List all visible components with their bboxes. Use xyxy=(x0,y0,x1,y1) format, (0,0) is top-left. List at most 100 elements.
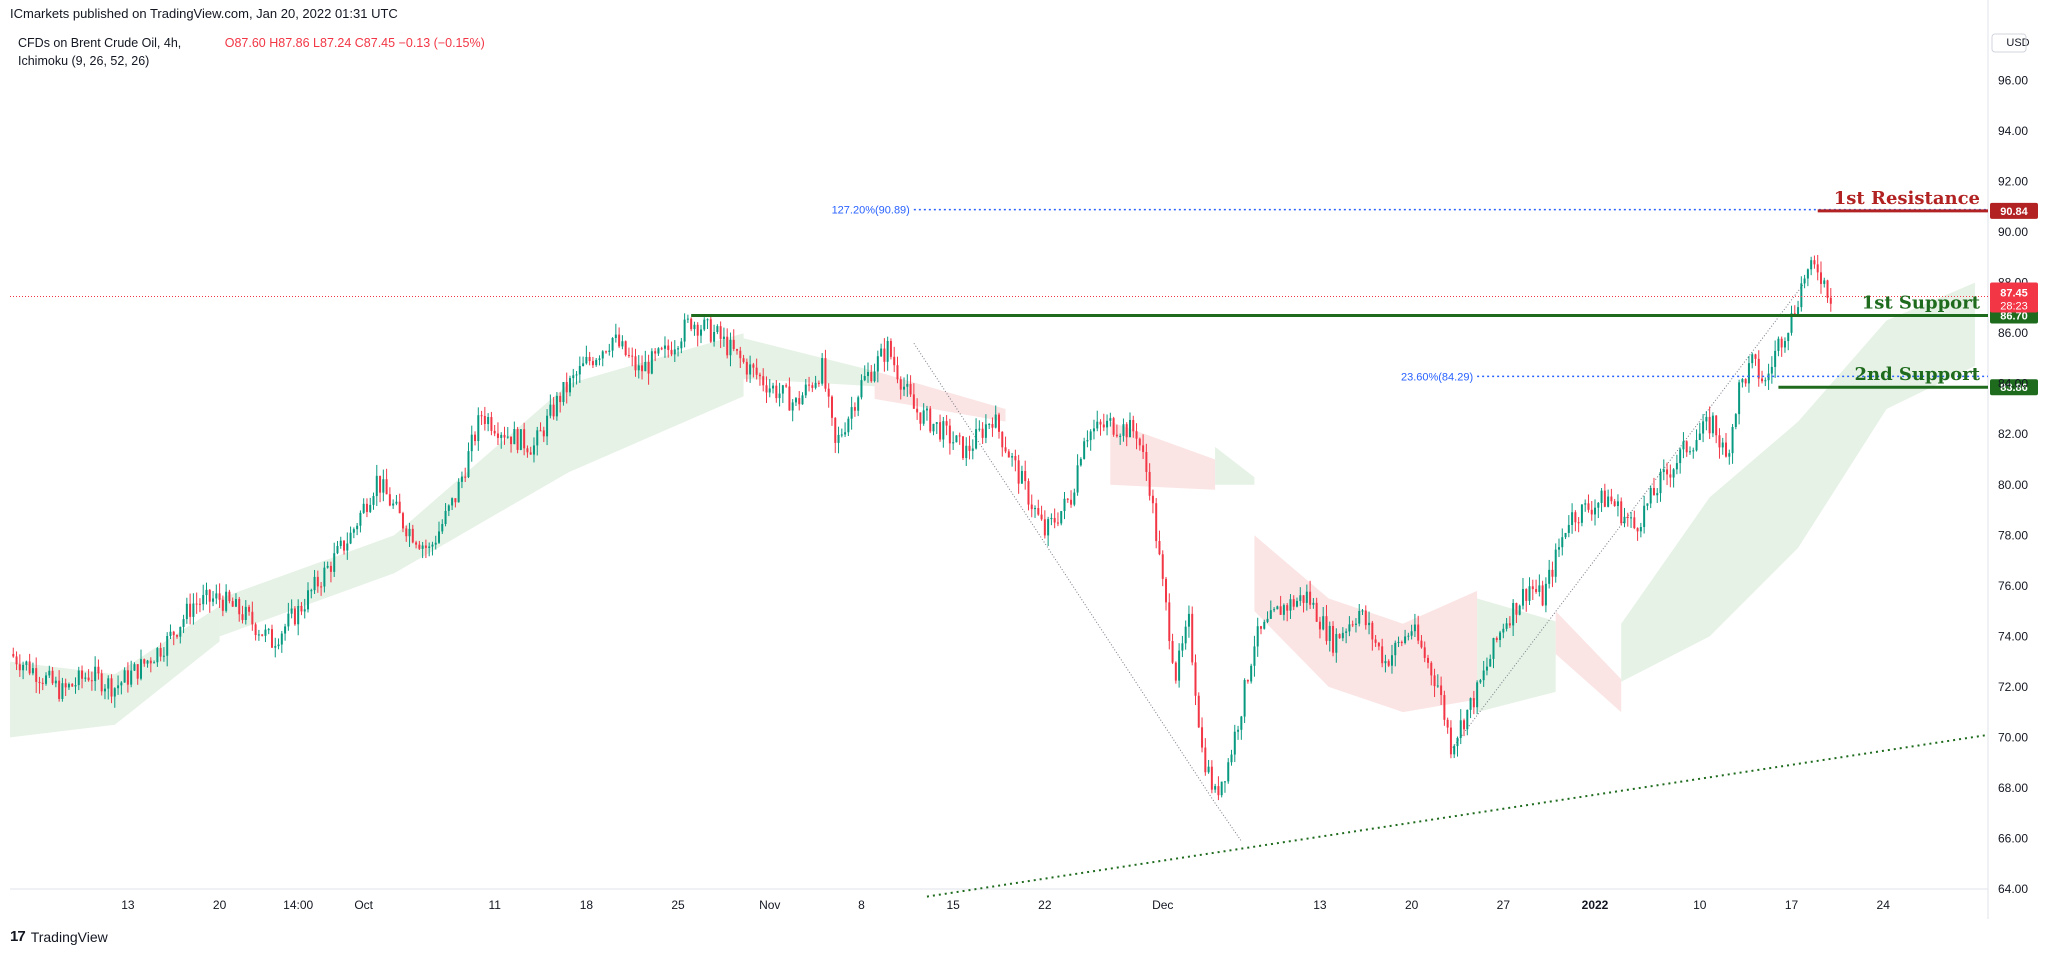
candle-body xyxy=(474,434,477,442)
candle-body xyxy=(929,408,932,432)
candle-body xyxy=(1829,297,1832,304)
candle-body xyxy=(251,611,254,625)
candle-body xyxy=(765,385,768,393)
candle-body xyxy=(1371,622,1374,640)
candle-body xyxy=(1161,554,1164,579)
candle-body xyxy=(1463,720,1466,730)
candle-body xyxy=(876,356,879,372)
x-tick-11: Dec xyxy=(1152,898,1173,912)
candle-body xyxy=(1626,516,1629,519)
candle-body xyxy=(480,415,483,417)
candle-body xyxy=(909,383,912,395)
candle-body xyxy=(379,475,382,493)
candle-body xyxy=(644,361,647,372)
candle-body xyxy=(339,540,342,546)
candle-body xyxy=(1698,433,1701,441)
candle-body xyxy=(598,358,601,360)
cloud-segment-3 xyxy=(874,371,1006,422)
candle-body xyxy=(1368,622,1371,626)
candle-body xyxy=(932,423,935,432)
candle-body xyxy=(1034,508,1037,510)
candle-body xyxy=(192,603,195,617)
candle-body xyxy=(231,601,234,607)
candle-body xyxy=(988,424,991,426)
candle-body xyxy=(287,613,290,627)
candle-body xyxy=(1364,610,1367,626)
candle-body xyxy=(290,608,293,614)
candle-body xyxy=(631,355,634,357)
candle-body xyxy=(919,412,922,424)
candle-body xyxy=(880,348,883,357)
candle-body xyxy=(408,528,411,537)
currency-label: USD xyxy=(2006,37,2029,49)
x-tick-15: 2022 xyxy=(1582,898,1609,912)
candle-body xyxy=(1456,737,1459,747)
candle-body xyxy=(1427,657,1430,663)
candle-body xyxy=(1790,313,1793,333)
candle-body xyxy=(1024,470,1027,482)
cloud-segment-1 xyxy=(219,333,744,637)
candle-body xyxy=(519,429,522,450)
candle-body xyxy=(788,386,791,411)
candle-body xyxy=(1659,472,1662,494)
candle-body xyxy=(1109,418,1112,421)
candle-body xyxy=(1669,474,1672,478)
y-tick-9: 78.00 xyxy=(1998,528,2028,542)
candle-body xyxy=(1731,426,1734,454)
candle-body xyxy=(1076,465,1079,493)
low-value: L87.24 xyxy=(313,36,352,50)
candle-body xyxy=(1469,698,1472,710)
candle-body xyxy=(1623,516,1626,524)
candle-body xyxy=(1561,537,1564,548)
candle-body xyxy=(1017,460,1020,484)
candle-body xyxy=(1679,449,1682,464)
candle-body xyxy=(1587,503,1590,510)
candle-body xyxy=(899,379,902,390)
y-tick-0: 96.00 xyxy=(1998,74,2028,88)
candle-body xyxy=(1397,641,1400,643)
chart-legend: CFDs on Brent Crude Oil, 4h, O87.60 H87.… xyxy=(18,34,485,70)
candle-body xyxy=(382,479,385,493)
candle-body xyxy=(736,349,739,351)
cloud-segment-7 xyxy=(1477,598,1556,713)
candle-body xyxy=(153,662,156,664)
candle-body xyxy=(975,429,978,449)
candle-body xyxy=(1594,507,1597,515)
candle-body xyxy=(703,319,706,330)
candle-body xyxy=(1348,624,1351,632)
candle-body xyxy=(179,626,182,637)
candle-body xyxy=(1826,280,1829,298)
y-tick-16: 64.00 xyxy=(1998,882,2028,896)
candle-body xyxy=(1433,675,1436,687)
candle-body xyxy=(1777,338,1780,351)
candle-body xyxy=(1741,379,1744,383)
candle-body xyxy=(94,666,97,682)
candle-body xyxy=(680,341,683,349)
candle-body xyxy=(81,670,84,679)
candle-body xyxy=(1600,490,1603,503)
candle-body xyxy=(1148,471,1151,496)
candle-body xyxy=(1783,341,1786,348)
level-price-tag-text-2: 83.86 xyxy=(2000,382,2028,394)
candle-body xyxy=(699,329,702,336)
candle-body xyxy=(411,528,414,543)
candle-body xyxy=(572,375,575,379)
candle-body xyxy=(906,383,909,387)
candle-body xyxy=(1060,511,1063,524)
candle-body xyxy=(500,434,503,438)
y-tick-1: 94.00 xyxy=(1998,124,2028,138)
fib-label-1: 23.60%(84.29) xyxy=(1401,371,1473,383)
candle-body xyxy=(343,540,346,551)
candle-body xyxy=(1276,606,1279,610)
candle-body xyxy=(516,429,519,450)
tradingview-logo[interactable]: 17 TradingView xyxy=(10,928,108,945)
candle-body xyxy=(215,593,218,599)
candle-body xyxy=(1341,632,1344,639)
candle-body xyxy=(149,660,152,664)
candle-body xyxy=(483,415,486,425)
candle-body xyxy=(542,430,545,437)
candle-body xyxy=(467,451,470,478)
candle-body xyxy=(1662,469,1665,473)
candle-body xyxy=(464,476,467,478)
